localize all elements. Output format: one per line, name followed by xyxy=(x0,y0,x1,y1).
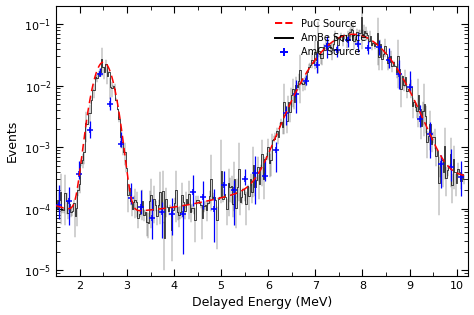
Legend: PuC Source, AmBe Source, AmC Source: PuC Source, AmBe Source, AmC Source xyxy=(275,19,366,57)
Y-axis label: Events: Events xyxy=(6,120,18,162)
X-axis label: Delayed Energy (MeV): Delayed Energy (MeV) xyxy=(192,296,332,309)
